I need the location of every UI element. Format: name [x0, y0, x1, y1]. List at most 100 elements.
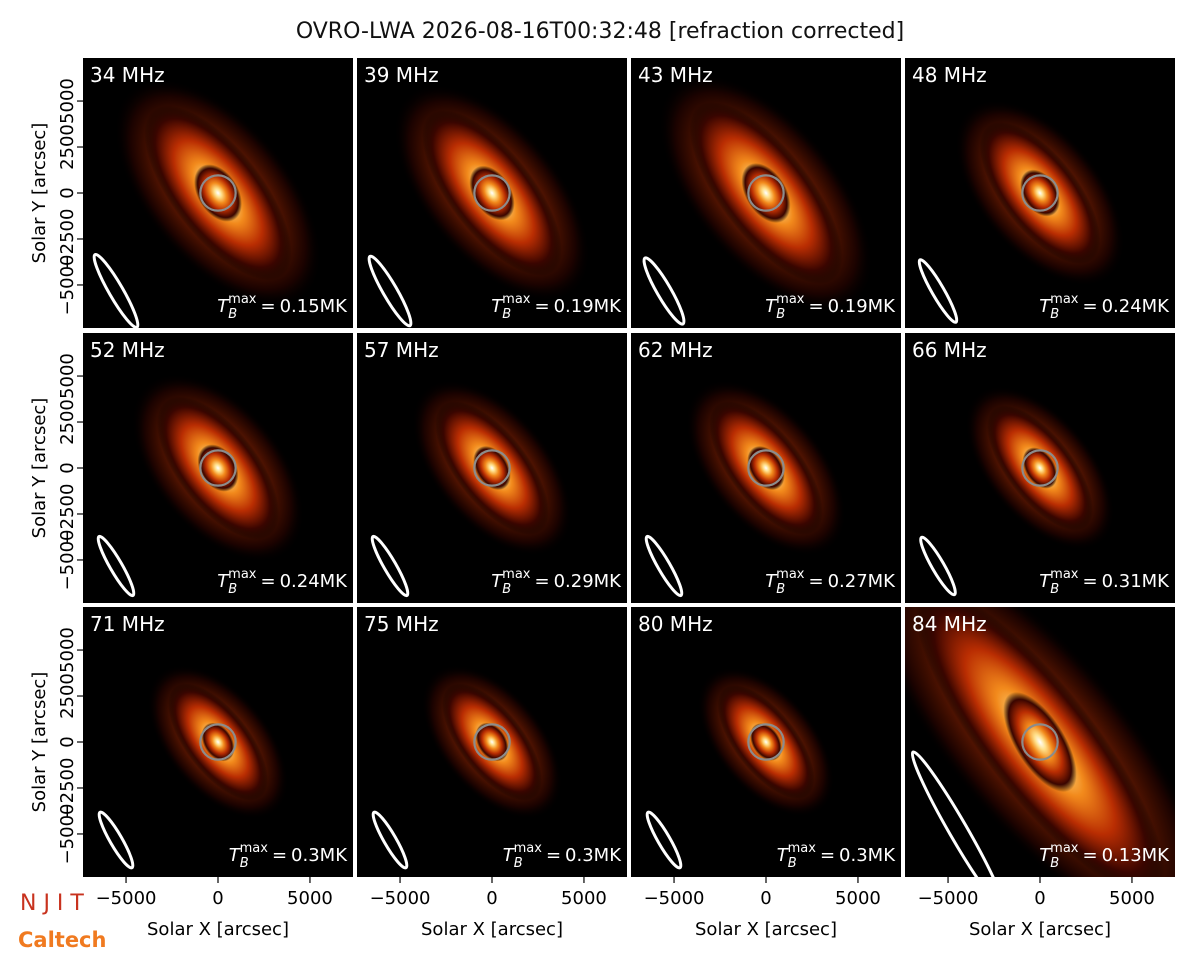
x-tick-label: 5000	[1109, 888, 1155, 909]
frequency-label: 84 MHz	[912, 612, 987, 636]
solar-limb	[473, 174, 511, 212]
tb-eq: =	[260, 571, 275, 592]
frequency-label: 62 MHz	[638, 338, 713, 362]
frequency-label: 52 MHz	[90, 338, 165, 362]
solar-limb	[747, 174, 785, 212]
tb-eq: =	[534, 571, 549, 592]
solar-limb	[747, 723, 785, 761]
tb-sup: max	[776, 567, 805, 582]
tb-symbol: T	[1039, 571, 1052, 592]
tb-symbol: T	[503, 845, 516, 866]
panel	[83, 58, 353, 328]
tb-sub: B	[502, 307, 511, 322]
tb-symbol: T	[491, 296, 504, 317]
tb-eq: =	[1082, 845, 1097, 866]
emission-core	[749, 723, 783, 761]
emission-core	[747, 445, 785, 491]
beam	[367, 254, 413, 328]
y-tick-label: 2500	[57, 673, 78, 719]
tb-value: 0.24MK	[280, 571, 349, 592]
tb-sup: max	[514, 841, 543, 856]
tb-eq: =	[808, 296, 823, 317]
tb-value: 0.31MK	[1102, 571, 1171, 592]
solar-limb	[747, 449, 785, 487]
x-tick-label: −5000	[370, 888, 431, 909]
emission-core	[1022, 447, 1058, 489]
tb-symbol: T	[217, 571, 230, 592]
x-axis-label: Solar X [arcsec]	[147, 919, 289, 940]
tb-max-label: TBmax = 0.29MK	[491, 567, 622, 597]
panel	[631, 58, 901, 328]
emission-core	[1003, 691, 1077, 793]
tb-sub: B	[240, 856, 249, 871]
frequency-label: 43 MHz	[638, 63, 713, 87]
frequency-label: 57 MHz	[364, 338, 439, 362]
tb-sup: max	[1050, 292, 1079, 307]
tb-max-label: TBmax = 0.3MK	[229, 841, 349, 871]
y-tick-label: −5000	[57, 255, 78, 316]
tb-value: 0.13MK	[1102, 845, 1171, 866]
tb-eq: =	[1082, 296, 1097, 317]
tb-value: 0.3MK	[565, 845, 622, 866]
frequency-label: 39 MHz	[364, 63, 439, 87]
tb-value: 0.3MK	[839, 845, 896, 866]
x-tick-label: −5000	[644, 888, 705, 909]
tb-sup: max	[240, 841, 269, 856]
tb-sub: B	[228, 307, 237, 322]
y-tick-label: 0	[57, 462, 78, 473]
beam	[370, 534, 410, 598]
tb-symbol: T	[765, 296, 778, 317]
beam	[96, 534, 136, 598]
frequency-label: 34 MHz	[90, 63, 165, 87]
y-tick-label: 5000	[57, 78, 78, 124]
y-axis-label: Solar Y [arcsec]	[29, 398, 50, 539]
emission-core	[473, 445, 511, 491]
panel	[905, 333, 1175, 603]
beam	[97, 810, 135, 870]
frequency-label: 48 MHz	[912, 63, 987, 87]
tb-value: 0.19MK	[554, 296, 623, 317]
tb-value: 0.3MK	[291, 845, 348, 866]
y-tick-label: −5000	[57, 804, 78, 865]
tb-sup: max	[502, 567, 531, 582]
tb-sub: B	[1050, 582, 1059, 597]
solar-limb	[199, 449, 237, 487]
tb-eq: =	[808, 571, 823, 592]
tb-value: 0.24MK	[1102, 296, 1171, 317]
beam	[371, 810, 409, 870]
tb-max-label: TBmax = 0.3MK	[777, 841, 897, 871]
solar-limb	[1021, 723, 1059, 761]
tb-eq: =	[546, 845, 561, 866]
y-axis-label: Solar Y [arcsec]	[29, 672, 50, 813]
beam	[644, 534, 684, 598]
tb-value: 0.19MK	[828, 296, 897, 317]
tb-max-label: TBmax = 0.15MK	[217, 292, 348, 322]
tb-symbol: T	[777, 845, 790, 866]
tb-value: 0.29MK	[554, 571, 623, 592]
emission-core	[741, 163, 791, 223]
emission-core	[201, 722, 235, 762]
frequency-label: 71 MHz	[90, 612, 165, 636]
tb-sub: B	[514, 856, 523, 871]
x-tick-label: −5000	[918, 888, 979, 909]
tb-max-label: TBmax = 0.24MK	[1039, 292, 1170, 322]
tb-eq: =	[534, 296, 549, 317]
tb-sub: B	[1050, 307, 1059, 322]
tb-max-label: TBmax = 0.24MK	[217, 567, 348, 597]
x-tick-label: 5000	[835, 888, 881, 909]
tb-eq: =	[260, 296, 275, 317]
tb-sub: B	[776, 307, 785, 322]
tb-symbol: T	[217, 296, 230, 317]
tb-sub: B	[502, 582, 511, 597]
x-axis-label: Solar X [arcsec]	[421, 919, 563, 940]
tb-sup: max	[1050, 841, 1079, 856]
x-tick-label: 0	[1034, 888, 1045, 909]
tb-symbol: T	[229, 845, 242, 866]
x-axis-label: Solar X [arcsec]	[695, 919, 837, 940]
panel	[357, 607, 627, 877]
frequency-label: 80 MHz	[638, 612, 713, 636]
panel	[905, 607, 1175, 877]
beam	[919, 535, 957, 597]
tb-eq: =	[272, 845, 287, 866]
